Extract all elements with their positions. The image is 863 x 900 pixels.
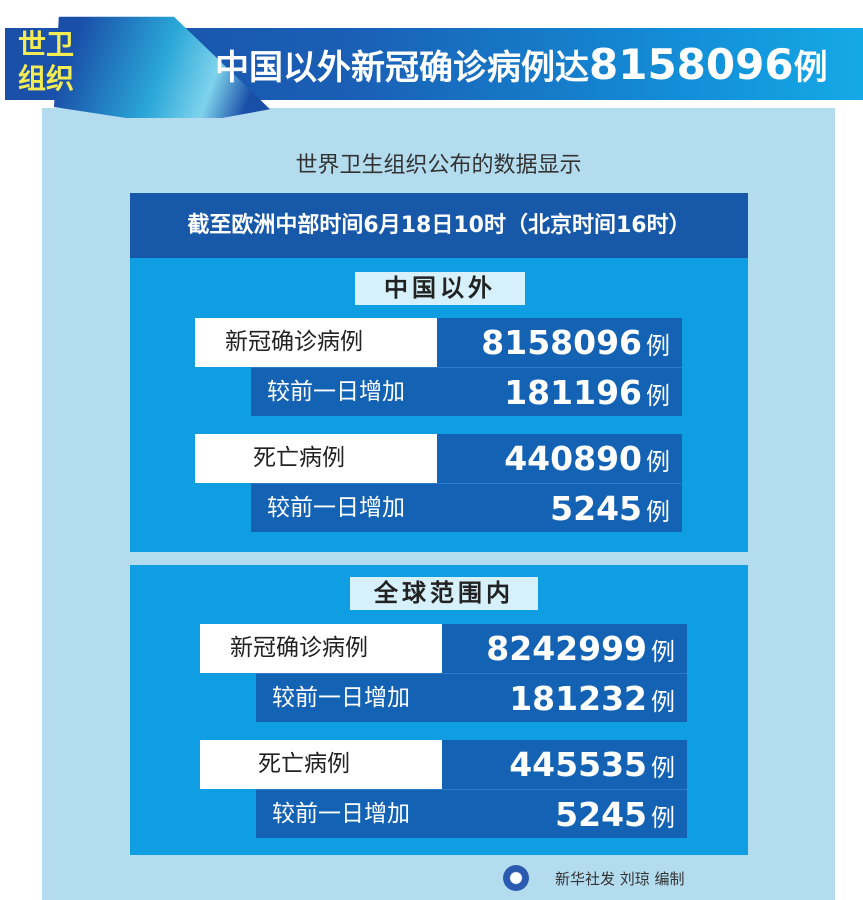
unit: 例: [646, 332, 670, 360]
title-number: 8158096: [589, 40, 794, 89]
xinhua-logo-icon: [503, 865, 529, 891]
number: 181196: [504, 373, 642, 412]
confirmed-label: 新冠确诊病例: [200, 624, 442, 673]
section-title: 全球范围内: [350, 577, 538, 610]
unit: 例: [646, 448, 670, 476]
deaths-delta-label: 较前一日增加: [251, 483, 437, 532]
unit: 例: [646, 382, 670, 410]
deaths-delta-value: 5245 例: [437, 483, 682, 532]
deaths-value: 440890 例: [437, 434, 682, 483]
number: 445535: [509, 745, 647, 784]
section-title: 中国以外: [355, 272, 525, 305]
deaths-delta-value: 5245 例: [442, 789, 687, 838]
subtitle: 世界卫生组织公布的数据显示: [295, 153, 582, 178]
number: 5245: [555, 795, 647, 834]
number: 5245: [550, 489, 642, 528]
header-tag: 世卫 组织: [10, 28, 82, 98]
deaths-delta-label: 较前一日增加: [256, 789, 442, 838]
deaths-value: 445535 例: [442, 740, 687, 789]
number: 440890: [504, 439, 642, 478]
deaths-label: 死亡病例: [195, 434, 437, 483]
number: 181232: [509, 679, 647, 718]
confirmed-delta-label: 较前一日增加: [251, 367, 437, 416]
title-suffix: 例: [793, 48, 828, 88]
tag-line: 世卫: [17, 28, 74, 61]
confirmed-delta-label: 较前一日增加: [256, 673, 442, 722]
confirmed-label: 新冠确诊病例: [195, 318, 437, 367]
confirmed-delta-value: 181196 例: [437, 367, 682, 416]
confirmed-value: 8158096 例: [437, 318, 682, 367]
unit: 例: [651, 804, 675, 832]
unit: 例: [646, 498, 670, 526]
deaths-label: 死亡病例: [200, 740, 442, 789]
date-bar: 截至欧洲中部时间6月18日10时（北京时间16时）: [130, 193, 748, 258]
credit: 新华社发 刘琼 编制: [555, 870, 685, 888]
page-title: 中国以外新冠确诊病例达8158096例: [215, 40, 828, 89]
title-prefix: 中国以外新冠确诊病例达: [215, 48, 589, 88]
unit: 例: [651, 638, 675, 666]
number: 8158096: [481, 323, 642, 362]
confirmed-delta-value: 181232 例: [442, 673, 687, 722]
unit: 例: [651, 754, 675, 782]
number: 8242999: [486, 629, 647, 668]
confirmed-value: 8242999 例: [442, 624, 687, 673]
unit: 例: [651, 688, 675, 716]
tag-line: 组织: [17, 62, 74, 95]
